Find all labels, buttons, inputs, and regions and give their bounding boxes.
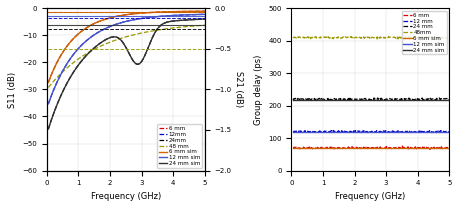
Y-axis label: S21 (dB): S21 (dB): [234, 71, 242, 108]
X-axis label: Frequency (GHz): Frequency (GHz): [91, 192, 161, 201]
X-axis label: Frequency (GHz): Frequency (GHz): [335, 192, 405, 201]
Legend: 6 mm, 12mm, 24mm, 48 mm, 6 mm sim, 12 mm sim, 24 mm sim: 6 mm, 12mm, 24mm, 48 mm, 6 mm sim, 12 mm…: [157, 124, 202, 168]
Legend: 6 mm, 12 mm, 24 mm, 48mm, 6 mm sim, 12 mm sim, 24 mm sim: 6 mm, 12 mm, 24 mm, 48mm, 6 mm sim, 12 m…: [402, 11, 446, 54]
Y-axis label: Group delay (ps): Group delay (ps): [254, 54, 263, 125]
Y-axis label: S11 (dB): S11 (dB): [7, 71, 17, 108]
